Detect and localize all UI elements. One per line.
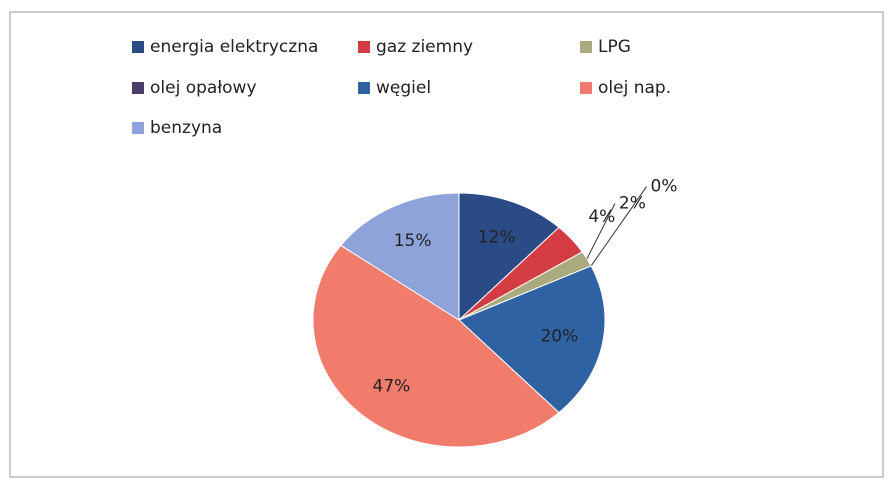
legend-swatch: [132, 122, 144, 134]
legend-swatch: [132, 41, 144, 53]
legend-label: benzyna: [150, 118, 222, 138]
legend-swatch: [132, 82, 144, 94]
legend-swatch: [358, 41, 370, 53]
data-label: 47%: [373, 377, 411, 397]
pie-slice: [458, 192, 560, 322]
data-label: 20%: [540, 327, 578, 347]
legend-label: olej nap.: [598, 78, 671, 98]
legend-label: LPG: [598, 37, 631, 57]
data-label: 0%: [651, 177, 678, 197]
data-label: 4%: [588, 207, 615, 227]
legend-swatch: [358, 82, 370, 94]
legend-label: energia elektryczna: [150, 37, 318, 57]
legend-label: olej opałowy: [150, 78, 257, 98]
legend-swatch: [580, 82, 592, 94]
pie-slice: [312, 244, 560, 448]
legend-swatch: [580, 41, 592, 53]
legend-label: węgiel: [376, 78, 431, 98]
legend-label: gaz ziemny: [376, 37, 473, 57]
data-label: 2%: [619, 194, 646, 214]
pie-slice: [340, 192, 460, 321]
leader-line: [590, 186, 647, 267]
data-label: 15%: [394, 231, 432, 251]
pie-slice: [458, 265, 606, 414]
data-label: 12%: [478, 227, 516, 247]
leader-line: [586, 203, 616, 260]
